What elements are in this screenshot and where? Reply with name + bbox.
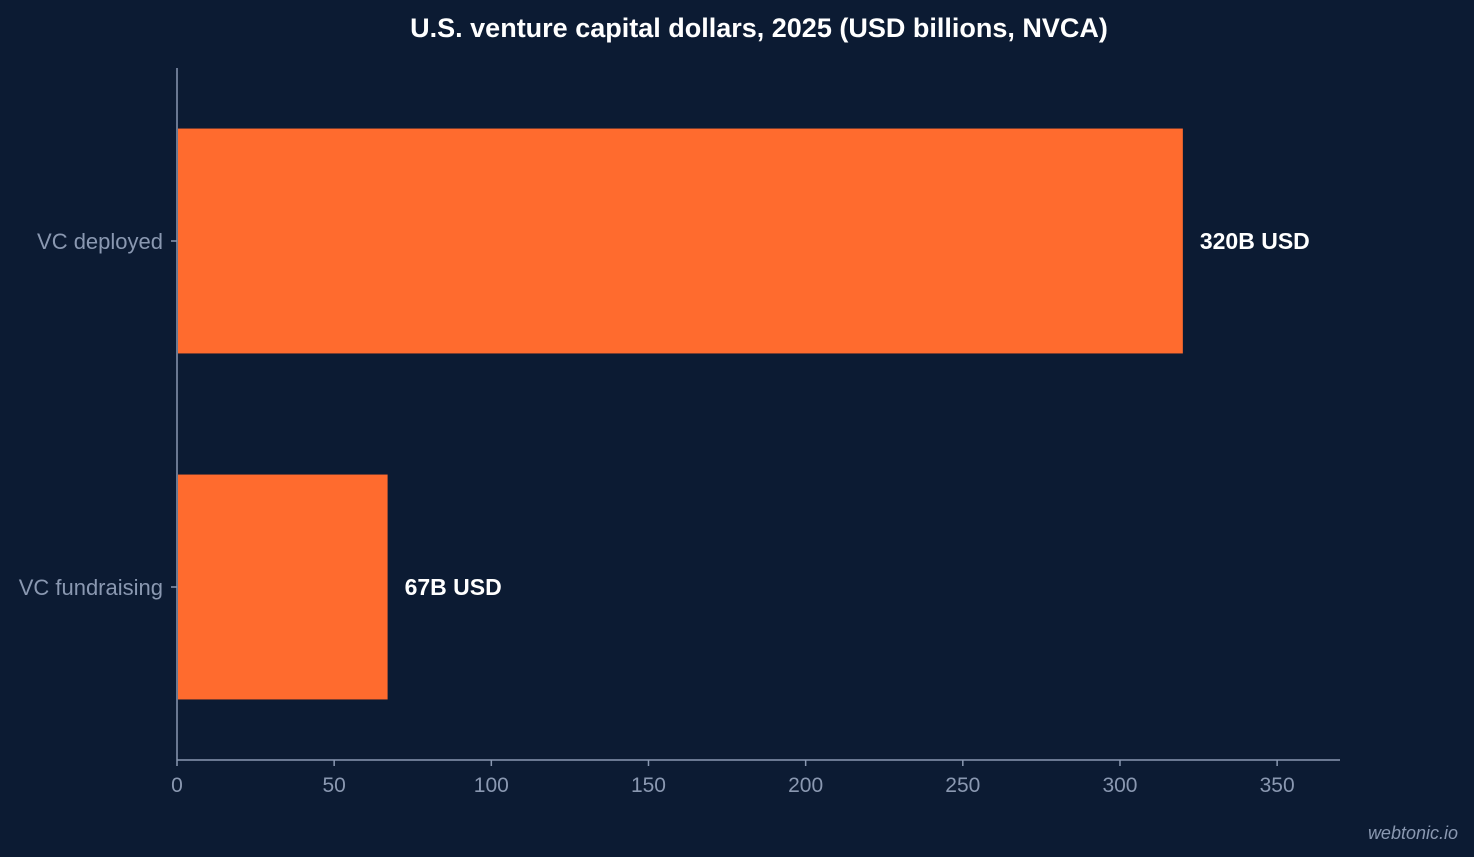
watermark: webtonic.io (1368, 823, 1458, 843)
x-tick-label: 50 (322, 774, 345, 797)
category-label: VC fundraising (19, 575, 163, 600)
data-label: 320B USD (1200, 228, 1310, 254)
x-tick-label: 0 (171, 774, 183, 797)
x-tick-label: 100 (474, 774, 509, 797)
data-label: 67B USD (405, 574, 502, 600)
chart-title: U.S. venture capital dollars, 2025 (USD … (410, 13, 1108, 43)
bar (178, 474, 388, 700)
x-tick-label: 200 (788, 774, 823, 797)
x-tick-label: 350 (1260, 774, 1295, 797)
x-tick-label: 300 (1102, 774, 1137, 797)
bar (178, 128, 1183, 354)
x-tick-label: 150 (631, 774, 666, 797)
plot-area: 0 50 100 150 200 250 300 350 VC deployed 320B USD… (19, 68, 1340, 797)
x-tick-label: 250 (945, 774, 980, 797)
category-label: VC deployed (37, 229, 163, 254)
